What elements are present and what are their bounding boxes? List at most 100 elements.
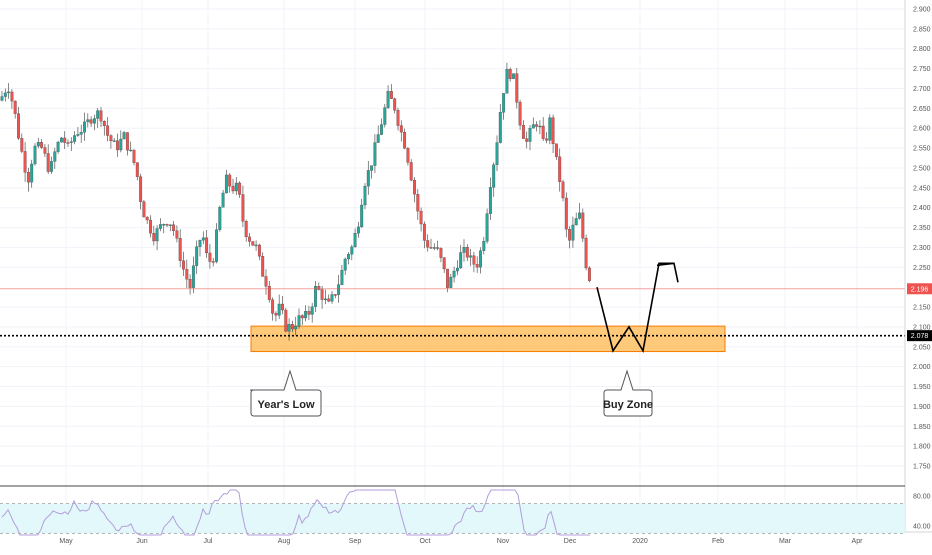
buy-zone-bubble	[603, 369, 653, 417]
candle-body	[175, 230, 179, 239]
rsi-tick-label: 40.00	[913, 524, 931, 531]
candle-body	[267, 286, 271, 300]
candle-body	[13, 100, 17, 114]
candle-body	[568, 229, 572, 241]
price-tick-label: 2.250	[913, 265, 931, 272]
buy-zone-box[interactable]	[250, 325, 726, 353]
candle-body	[505, 69, 509, 94]
time-tick-label: Apr	[852, 538, 864, 545]
candle-body	[353, 233, 357, 248]
candle-body	[429, 247, 433, 249]
candle-body	[132, 149, 136, 163]
candle-body	[228, 174, 232, 187]
candle-body	[99, 110, 103, 122]
candle-body	[343, 258, 347, 271]
candle-body	[36, 142, 40, 147]
candle-body	[112, 140, 116, 142]
candle-body	[472, 255, 476, 265]
candle-body	[396, 110, 400, 126]
support-price-tag: 2.078	[907, 330, 932, 342]
candle-body	[475, 264, 479, 268]
candle-body	[581, 212, 585, 239]
candle-body	[380, 124, 383, 135]
candle-body	[50, 161, 53, 172]
price-tick-label: 1.850	[913, 424, 931, 431]
candle-body	[185, 269, 189, 280]
price-tick-label: 2.450	[913, 185, 931, 192]
candle-body	[449, 276, 453, 288]
candle-body	[403, 131, 407, 149]
candle-body	[561, 181, 565, 199]
candle-body	[446, 268, 449, 288]
candle-body	[23, 151, 27, 173]
candle-body	[432, 247, 436, 249]
candle-body	[300, 315, 304, 319]
rsi-band	[0, 503, 905, 534]
candle-body	[182, 260, 185, 270]
candle-body	[347, 254, 350, 260]
candle-body	[0, 96, 4, 101]
price-tick-label: 1.800	[913, 444, 931, 451]
candle-body	[310, 306, 314, 315]
price-tick-label: 2.900	[913, 7, 931, 14]
candle-body	[188, 279, 192, 288]
candle-body	[30, 163, 34, 183]
current-price-tag: 2.196	[907, 283, 932, 295]
candle-body	[452, 270, 456, 278]
candle-body	[191, 265, 195, 288]
candle-body	[201, 237, 205, 241]
candle-body	[218, 207, 222, 230]
candle-body	[149, 219, 152, 234]
candle-body	[528, 128, 532, 142]
candle-body	[287, 324, 291, 332]
candle-body	[485, 213, 489, 242]
price-tick-label: 2.350	[913, 225, 931, 232]
candle-body	[548, 117, 552, 141]
candle-body	[244, 221, 248, 238]
price-tick-label: 2.650	[913, 106, 931, 113]
price-tick-label: 2.150	[913, 305, 931, 312]
years-low-callout[interactable]: Year's Low	[250, 369, 322, 417]
candle-body	[389, 91, 393, 99]
candle-body	[224, 174, 228, 194]
candle-body	[79, 132, 83, 135]
candle-body	[66, 142, 70, 144]
buy-zone-callout[interactable]: Buy Zone	[603, 369, 653, 417]
candle-body	[261, 256, 265, 277]
candle-body	[399, 125, 403, 133]
candle-body	[168, 224, 172, 226]
candle-body	[20, 138, 24, 152]
price-tick-label: 1.950	[913, 384, 931, 391]
price-axis[interactable]: 2.900 2.850 2.800 2.750 2.700 2.650 2.600 2.550…	[913, 7, 931, 471]
price-tick-label: 2.000	[913, 364, 931, 371]
projection-path[interactable]	[596, 262, 674, 354]
years-low-label: Year's Low	[257, 399, 314, 411]
candle-body	[314, 286, 317, 307]
candle-body	[198, 240, 202, 247]
candle-body	[59, 137, 63, 143]
price-tick-label: 2.600	[913, 126, 931, 133]
candle-body	[350, 246, 354, 255]
candle-body	[422, 223, 426, 241]
candle-body	[162, 224, 166, 226]
candle-body	[538, 125, 542, 128]
time-tick-label: May	[59, 538, 73, 545]
price-tick-label: 2.850	[913, 26, 931, 33]
candle-body	[109, 135, 113, 142]
candle-body	[479, 250, 482, 268]
candle-body	[43, 147, 47, 154]
candle-body	[40, 142, 44, 148]
candle-body	[172, 224, 176, 231]
candle-body	[89, 119, 93, 124]
candle-body	[215, 229, 218, 262]
candle-body	[106, 125, 110, 136]
candle-body	[290, 324, 294, 330]
time-axis[interactable]: May Jun Jul Aug Sep Oct Nov Dec 2020 Feb Mar Apr	[59, 538, 863, 545]
candle-body	[178, 238, 182, 261]
candle-body	[320, 289, 324, 300]
candle-body	[56, 141, 60, 152]
candle-body	[248, 236, 251, 242]
candle-body	[373, 142, 377, 166]
